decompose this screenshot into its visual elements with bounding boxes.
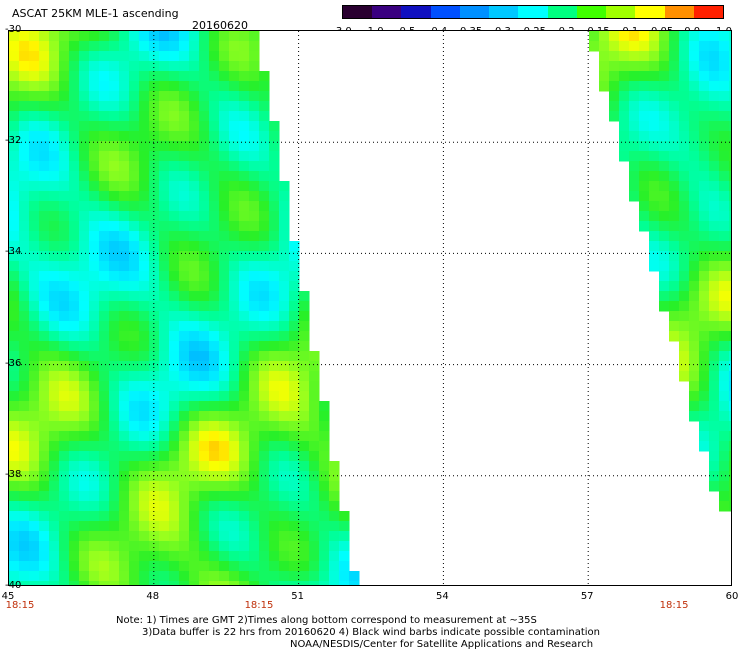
time-label: 18:15 [5,600,35,611]
lon-label: 60 [725,591,739,602]
map-title: ASCAT 25KM MLE-1 ascending [12,7,179,20]
colorbar-swatch [459,6,490,18]
colorbar-swatch [430,6,460,18]
colorbar-swatch [518,6,548,18]
map-gridlines [9,31,731,585]
colorbar-swatch [489,6,519,18]
colorbar [342,5,724,19]
colorbar-swatch [372,6,402,18]
note-line-1: Note: 1) Times are GMT 2)Times along bot… [116,615,537,626]
time-label: 18:15 [244,600,274,611]
lon-label: 51 [291,591,304,602]
time-label: 18:15 [659,600,689,611]
colorbar-swatch [343,6,373,18]
lat-label: -40 [5,580,22,591]
swath-cells [9,31,731,585]
colorbar-swatch [576,6,607,18]
colorbar-swatch [401,6,431,18]
swath-data-layer [9,31,731,585]
note-line-3: NOAA/NESDIS/Center for Satellite Applica… [290,639,594,650]
lon-label: 54 [436,591,449,602]
colorbar-swatch [606,6,636,18]
map-plot-area [8,30,732,586]
note-line-2: 3)Data buffer is 22 hrs from 20160620 4)… [142,627,600,638]
map-date: 20160620 [192,19,248,32]
colorbar-swatch [635,6,665,18]
lon-label: 57 [580,591,594,602]
colorbar-swatch [664,6,694,18]
lat-label: -38 [5,468,22,480]
lat-label: -36 [5,357,22,369]
lat-label: -34 [5,246,22,258]
colorbar-swatch [547,6,577,18]
lon-label: 48 [146,591,160,602]
colorbar-swatch [693,6,724,18]
lon-label: 45 [1,591,15,602]
lat-label: -30 [5,24,22,35]
lat-label: -32 [5,135,22,147]
